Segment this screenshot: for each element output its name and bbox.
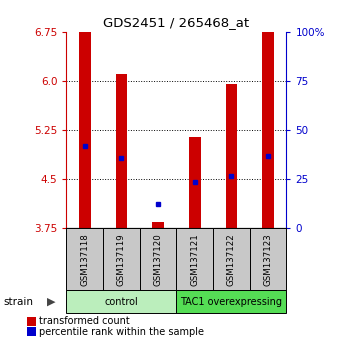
Text: control: control xyxy=(105,297,138,307)
Bar xyxy=(177,228,213,290)
Bar xyxy=(66,228,103,290)
Text: GSM137123: GSM137123 xyxy=(264,233,272,286)
Text: GSM137118: GSM137118 xyxy=(80,233,89,286)
Text: percentile rank within the sample: percentile rank within the sample xyxy=(39,327,204,337)
Text: GSM137121: GSM137121 xyxy=(190,233,199,286)
Title: GDS2451 / 265468_at: GDS2451 / 265468_at xyxy=(103,16,250,29)
Text: GSM137120: GSM137120 xyxy=(154,233,163,286)
Text: GSM137122: GSM137122 xyxy=(227,233,236,286)
Bar xyxy=(177,290,286,313)
Bar xyxy=(103,228,140,290)
Bar xyxy=(140,228,177,290)
Bar xyxy=(116,74,127,228)
Text: GSM137119: GSM137119 xyxy=(117,233,126,286)
Bar xyxy=(189,137,201,228)
Text: TAC1 overexpressing: TAC1 overexpressing xyxy=(180,297,282,307)
Bar xyxy=(250,228,286,290)
Bar xyxy=(213,228,250,290)
Bar xyxy=(79,32,91,228)
Bar xyxy=(226,84,237,228)
Text: transformed count: transformed count xyxy=(39,316,130,326)
Bar xyxy=(262,32,274,228)
Bar xyxy=(152,222,164,228)
Text: strain: strain xyxy=(3,297,33,307)
Bar xyxy=(66,290,177,313)
Text: ▶: ▶ xyxy=(47,297,55,307)
